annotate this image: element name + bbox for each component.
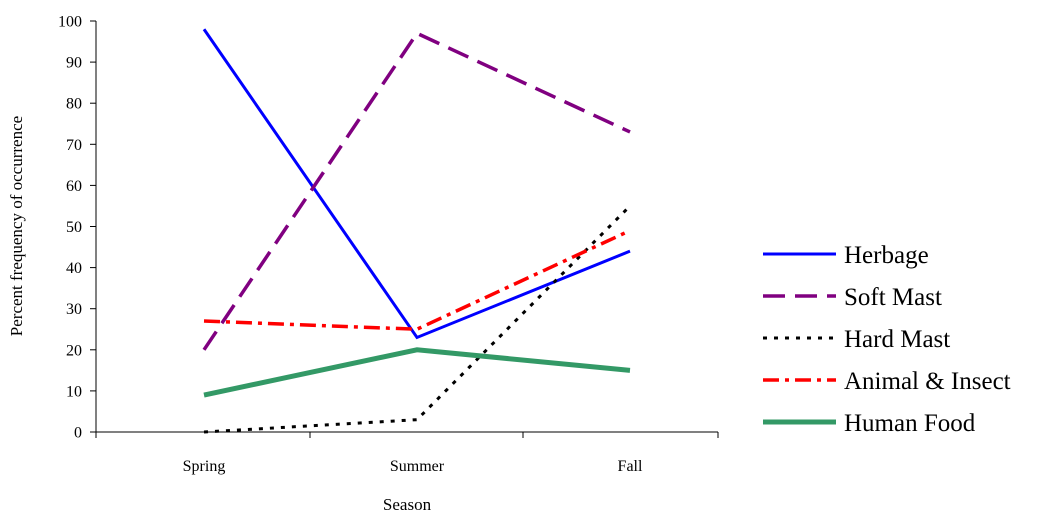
series-lines <box>202 28 632 434</box>
y-tick-label: 20 <box>66 342 82 359</box>
x-tick-label: Summer <box>390 458 445 475</box>
x-axis-title: Season <box>383 495 432 514</box>
x-tick-label: Spring <box>183 458 226 475</box>
legend-label: Human Food <box>844 410 976 437</box>
y-tick-label: 70 <box>66 137 82 154</box>
y-tick-label: 30 <box>66 301 82 318</box>
y-axis-title: Percent frequency of occurrence <box>7 116 26 336</box>
plot-area: 0 10 20 30 40 50 60 70 80 90 100 Spring Summer Fall <box>58 14 719 475</box>
series-line-hard-mast <box>203 204 632 434</box>
series-line-soft-mast <box>202 31 631 351</box>
legend-label: Herbage <box>844 242 929 269</box>
series-line-animal-insect <box>203 229 631 332</box>
x-tick-label: Fall <box>618 458 643 475</box>
legend-label: Hard Mast <box>844 326 950 353</box>
series-line-human-food <box>203 347 631 398</box>
legend: Herbage Soft Mast Hard Mast Animal & Insect… <box>763 242 1011 437</box>
y-tick-label: 100 <box>58 14 82 31</box>
legend-label: Soft Mast <box>844 284 942 311</box>
x-ticks: Spring Summer Fall <box>95 432 719 475</box>
y-tick-label: 40 <box>66 260 82 277</box>
y-tick-label: 10 <box>66 383 82 400</box>
y-ticks: 0 10 20 30 40 50 60 70 80 90 100 <box>58 14 96 442</box>
y-tick-label: 0 <box>74 425 82 442</box>
legend-label: Animal & Insect <box>844 368 1011 395</box>
series-line-herbage <box>202 28 631 340</box>
y-tick-label: 90 <box>66 55 82 72</box>
y-tick-label: 60 <box>66 178 82 195</box>
y-tick-label: 80 <box>66 96 82 113</box>
y-tick-label: 50 <box>66 219 82 236</box>
